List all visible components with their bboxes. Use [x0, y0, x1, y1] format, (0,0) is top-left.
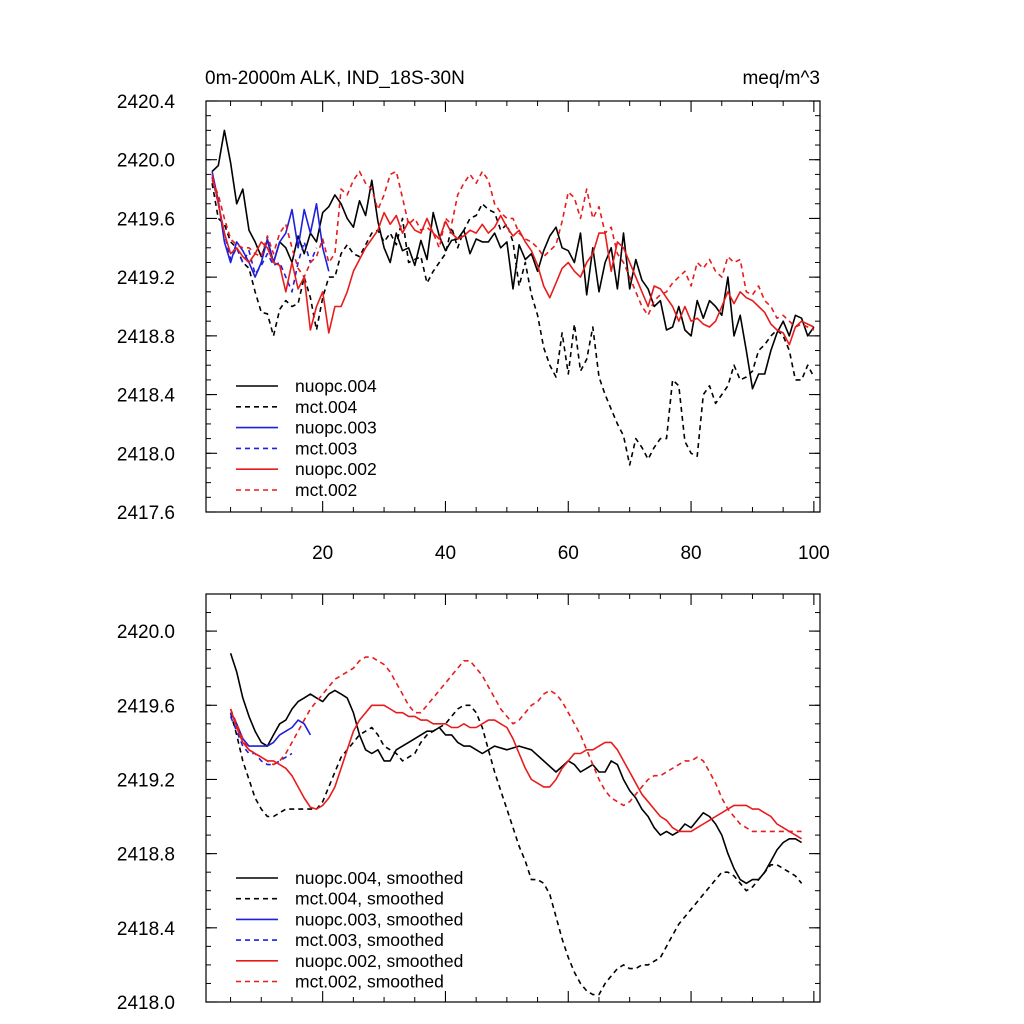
top-series-line-6: [211, 170, 815, 331]
top-y-tick-label: 2420.4: [117, 92, 176, 113]
bottom-y-tick-label: 2420.0: [117, 622, 175, 643]
top-legend-label-1: nuopc.004: [295, 376, 377, 396]
top-chart-units: meq/m^3: [742, 68, 820, 89]
top-x-tick-label: 80: [680, 543, 701, 564]
bottom-series-line-5: [229, 704, 803, 840]
bottom-y-tick-label: 2419.6: [117, 696, 175, 717]
top-chart-panel: 0m-2000m ALK, IND_18S-30N meq/m^3 2417.6…: [117, 68, 830, 564]
bottom-series-line-1: [229, 653, 803, 885]
top-x-tick-label: 40: [435, 543, 456, 564]
top-legend-label-2: mct.004: [295, 397, 358, 417]
top-series-line-1: [211, 129, 815, 390]
top-y-tick-label: 2418.8: [117, 327, 175, 348]
bottom-series-line-6: [229, 656, 802, 833]
top-legend-label-6: mct.002: [295, 480, 357, 500]
top-legend-label-5: nuopc.002: [295, 459, 377, 479]
bottom-series-line-3: [229, 712, 312, 747]
top-y-tick-label: 2418.4: [117, 386, 176, 407]
top-x-tick-label: 60: [558, 543, 579, 564]
top-legend-label-4: mct.003: [295, 438, 357, 458]
top-series-line-5: [211, 174, 815, 346]
bottom-legend-label-5: nuopc.002, smoothed: [295, 951, 463, 971]
top-x-tick-label: 100: [798, 543, 830, 564]
bottom-series-line-4: [229, 716, 293, 766]
top-chart-title: 0m-2000m ALK, IND_18S-30N: [205, 68, 465, 89]
top-y-tick-label: 2420.0: [117, 151, 175, 172]
bottom-chart-panel: 2418.0 2418.4 2418.8 2419.2 2419.6 2420.0 nuop…: [117, 593, 821, 1014]
bottom-y-tick-label: 2418.4: [117, 919, 176, 940]
top-series-line-2: [211, 183, 815, 466]
bottom-legend-label-4: mct.003, smoothed: [295, 930, 444, 950]
bottom-legend-label-3: nuopc.003, smoothed: [295, 909, 463, 929]
bottom-legend-label-2: mct.004, smoothed: [295, 889, 444, 909]
top-x-tick-label: 20: [312, 543, 333, 564]
top-y-tick-label: 2419.6: [117, 209, 175, 230]
top-legend-label-3: nuopc.003: [295, 418, 377, 438]
bottom-legend-label-6: mct.002, smoothed: [295, 972, 444, 992]
top-y-tick-label: 2419.2: [117, 268, 175, 289]
top-y-tick-label: 2417.6: [117, 503, 175, 524]
bottom-legend-label-1: nuopc.004, smoothed: [295, 868, 463, 888]
bottom-series-line-2: [229, 704, 803, 996]
bottom-y-tick-label: 2418.8: [117, 845, 175, 866]
bottom-y-tick-label: 2419.2: [117, 770, 175, 791]
top-y-tick-label: 2418.0: [117, 444, 175, 465]
bottom-y-tick-label: 2418.0: [117, 993, 175, 1014]
